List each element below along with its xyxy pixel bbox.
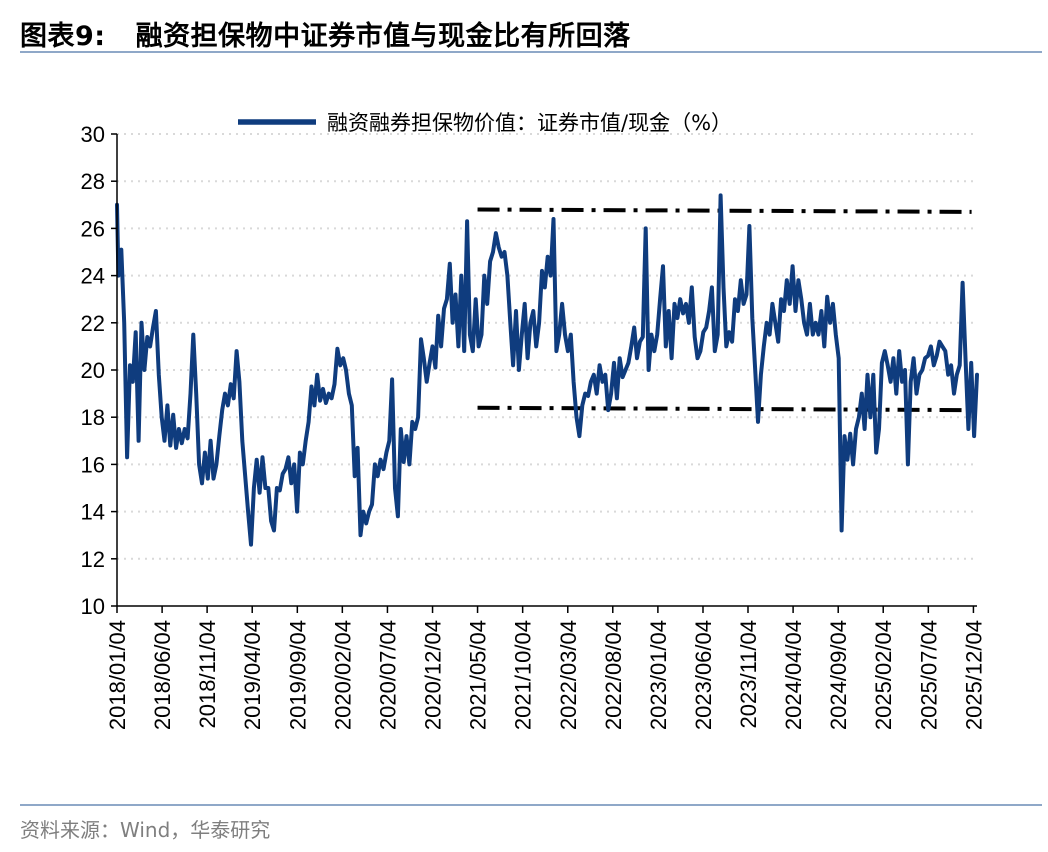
x-tick-label: 2018/11/04 (195, 620, 220, 728)
x-tick-label: 2022/08/04 (601, 620, 626, 730)
top-rule (20, 51, 1042, 53)
legend: 融资融券担保物价值：证券市值/现金（%） (238, 111, 732, 135)
x-tick-label: 2018/01/04 (105, 620, 130, 730)
x-tick-label: 2025/02/04 (871, 620, 896, 730)
figure-title: 图表9: 融资担保物中证券市值与现金比有所回落 (20, 14, 631, 53)
y-tick-label: 14 (81, 500, 105, 525)
y-tick-label: 28 (81, 169, 105, 194)
x-tick-label: 2025/12/04 (961, 620, 986, 730)
x-tick-label: 2019/04/04 (240, 620, 265, 730)
y-tick-label: 10 (81, 594, 105, 619)
bottom-rule (20, 804, 1042, 806)
y-tick-label: 26 (81, 216, 105, 241)
x-tick-label: 2020/07/04 (375, 620, 400, 730)
legend-label: 融资融券担保物价值：证券市值/现金（%） (327, 111, 732, 135)
x-tick-label: 2020/02/04 (330, 620, 355, 730)
series-line (115, 193, 979, 547)
figure-title-text: 融资担保物中证券市值与现金比有所回落 (135, 21, 631, 52)
y-tick-label: 24 (81, 264, 105, 289)
x-tick-label: 2021/10/04 (511, 620, 536, 730)
axes: 10 12 14 16 18 20 22 24 26 28 30 2018/01/04 2018/06/… (81, 122, 987, 730)
x-tick-label: 2024/09/04 (826, 620, 851, 730)
reference-line (477, 405, 972, 413)
x-tick-label: 2023/01/04 (646, 620, 671, 730)
y-tick-label: 22 (81, 311, 105, 336)
reference-line (477, 207, 972, 214)
x-tick-label: 2022/03/04 (556, 620, 581, 730)
x-tick-label: 2023/11/04 (736, 620, 761, 728)
x-tick-label: 2019/09/04 (285, 620, 310, 730)
series-layer (115, 193, 979, 547)
x-tick-label: 2021/05/04 (466, 620, 491, 730)
x-tick-label: 2024/04/04 (781, 620, 806, 730)
y-tick-label: 18 (81, 405, 105, 430)
x-tick-label: 2023/06/04 (691, 620, 716, 730)
x-tick-label: 2018/06/04 (150, 620, 175, 730)
x-tick-label: 2025/07/04 (916, 620, 941, 730)
y-tick-label: 20 (81, 358, 105, 383)
chart: 10 12 14 16 18 20 22 24 26 28 30 2018/01/04 2018/06/… (81, 111, 987, 730)
y-tick-label: 16 (81, 452, 105, 477)
y-tick-label: 30 (81, 122, 105, 147)
x-tick-label: 2020/12/04 (421, 620, 446, 730)
source-note: 资料来源：Wind，华泰研究 (20, 818, 271, 842)
reference-lines (477, 207, 972, 413)
figure-number: 图表9: (20, 21, 106, 52)
y-tick-label: 12 (81, 547, 105, 572)
